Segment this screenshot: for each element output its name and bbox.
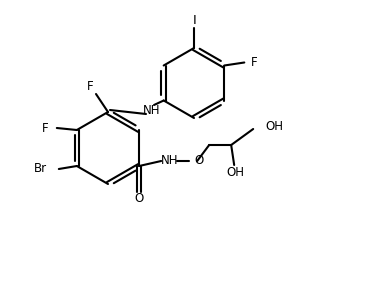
Text: O: O xyxy=(135,193,144,206)
Text: I: I xyxy=(193,15,197,27)
Text: F: F xyxy=(87,80,93,94)
Text: O: O xyxy=(194,154,203,167)
Text: Br: Br xyxy=(34,162,47,176)
Text: F: F xyxy=(42,122,49,134)
Text: OH: OH xyxy=(226,165,244,179)
Text: F: F xyxy=(251,56,258,69)
Text: NH: NH xyxy=(143,103,161,117)
Text: NH: NH xyxy=(160,154,178,167)
Text: OH: OH xyxy=(265,119,283,133)
